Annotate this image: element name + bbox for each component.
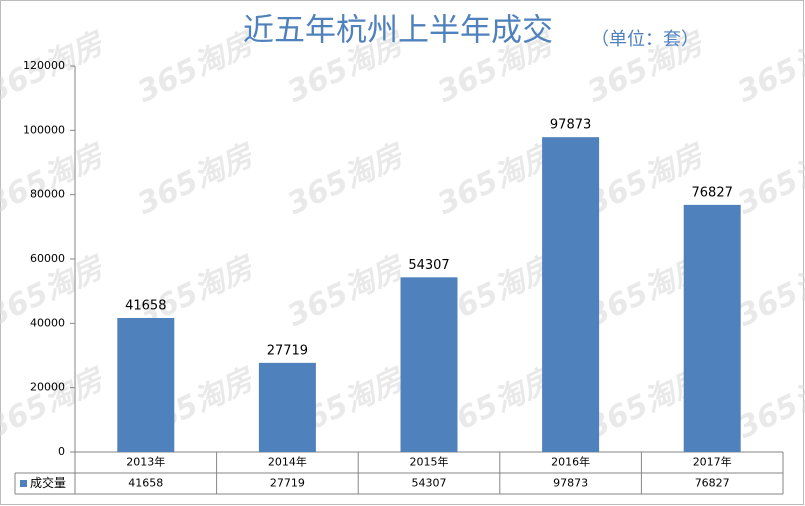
x-tick-label: 2017年 <box>693 455 732 469</box>
bar <box>258 362 316 452</box>
table-value: 76827 <box>695 477 730 490</box>
data-label: 41658 <box>125 299 166 314</box>
y-tick-label: 80000 <box>30 188 65 201</box>
bar <box>542 137 600 453</box>
y-tick-label: 100000 <box>23 123 65 136</box>
x-tick-label: 2013年 <box>126 455 165 469</box>
x-tick-label: 2016年 <box>551 455 590 469</box>
x-tick-label: 2015年 <box>410 455 449 469</box>
table-value: 54307 <box>412 477 447 490</box>
table-value: 41658 <box>128 477 163 490</box>
bar <box>683 204 741 452</box>
data-label: 76827 <box>692 185 733 200</box>
legend-label: 成交量 <box>30 475 66 490</box>
data-label: 27719 <box>267 343 308 358</box>
y-tick-label: 120000 <box>23 59 65 72</box>
y-tick-label: 40000 <box>30 316 65 329</box>
y-tick-label: 60000 <box>30 252 65 265</box>
chart-subtitle: （单位：套） <box>591 29 699 50</box>
table-value: 27719 <box>270 477 305 490</box>
x-tick-label: 2014年 <box>268 455 307 469</box>
y-tick-label: 20000 <box>30 381 65 394</box>
legend-swatch <box>20 480 27 487</box>
data-label: 97873 <box>550 118 591 133</box>
bar <box>117 318 175 452</box>
y-tick-label: 0 <box>58 445 65 458</box>
bar <box>400 277 458 452</box>
data-label: 54307 <box>408 258 449 273</box>
chart-title: 近五年杭州上半年成交 <box>243 13 553 49</box>
table-value: 97873 <box>553 477 588 490</box>
